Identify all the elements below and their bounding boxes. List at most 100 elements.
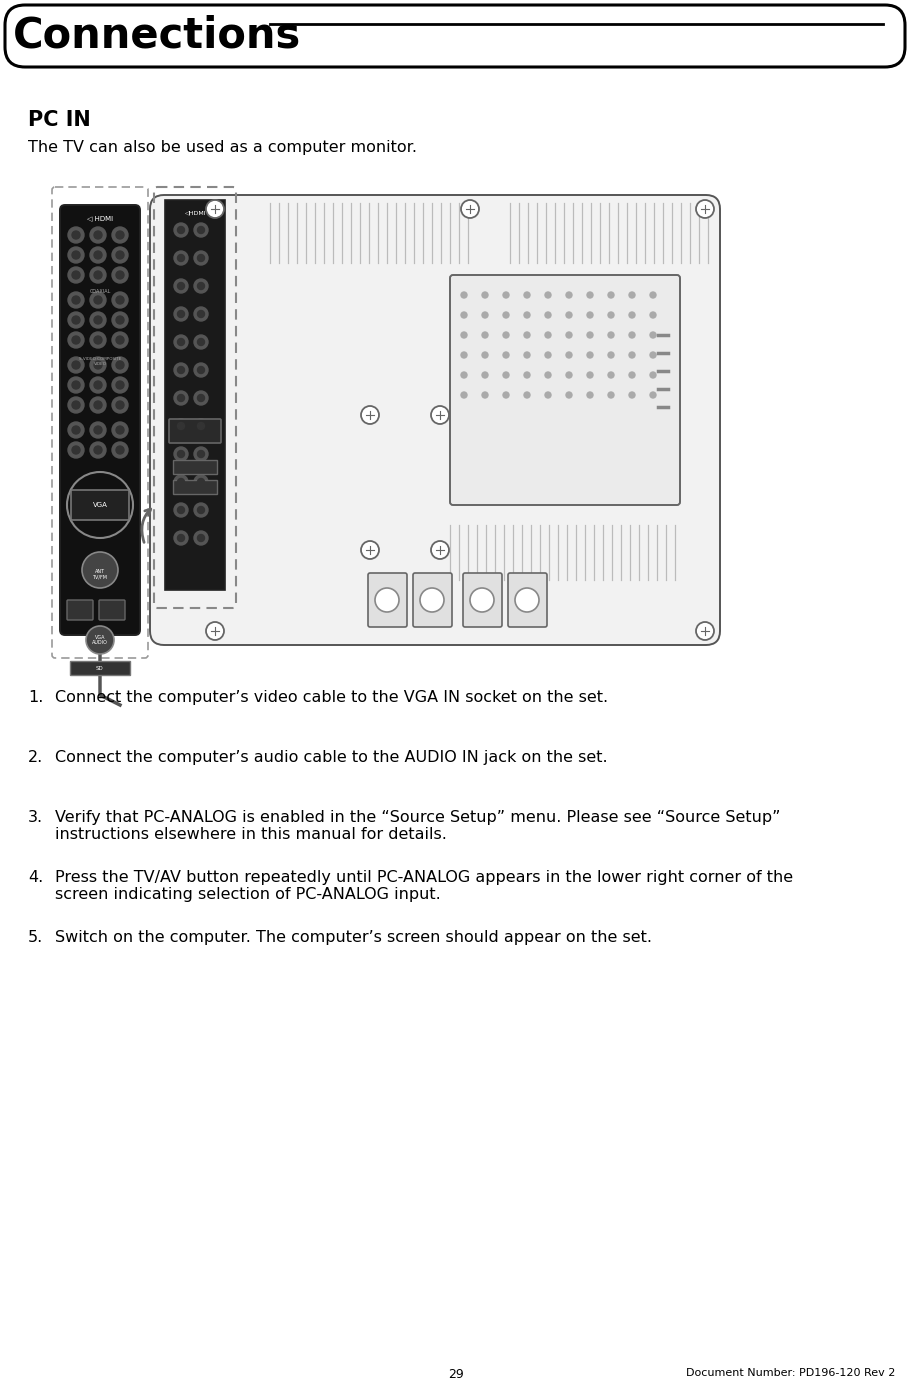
Circle shape xyxy=(461,293,467,298)
Circle shape xyxy=(629,332,635,338)
Circle shape xyxy=(90,293,106,308)
Circle shape xyxy=(194,419,208,433)
FancyBboxPatch shape xyxy=(60,205,140,635)
Text: 5.: 5. xyxy=(28,931,43,944)
Circle shape xyxy=(116,446,124,454)
Circle shape xyxy=(650,312,656,318)
Circle shape xyxy=(206,201,224,217)
Circle shape xyxy=(94,361,102,369)
Text: 1.: 1. xyxy=(28,690,44,705)
Circle shape xyxy=(197,535,205,542)
FancyBboxPatch shape xyxy=(99,600,125,620)
Circle shape xyxy=(112,397,128,412)
Circle shape xyxy=(197,394,205,401)
Text: Press the TV/AV button repeatedly until PC-ANALOG appears in the lower right cor: Press the TV/AV button repeatedly until … xyxy=(55,871,793,903)
Circle shape xyxy=(197,338,205,345)
Circle shape xyxy=(482,391,488,398)
Circle shape xyxy=(94,231,102,240)
Circle shape xyxy=(94,251,102,259)
Circle shape xyxy=(177,311,184,318)
Text: ANT
TV/FM: ANT TV/FM xyxy=(92,568,108,579)
Circle shape xyxy=(194,447,208,461)
Circle shape xyxy=(90,227,106,242)
Circle shape xyxy=(177,394,184,401)
Circle shape xyxy=(197,311,205,318)
Text: ◁ HDMI: ◁ HDMI xyxy=(87,215,113,221)
Circle shape xyxy=(629,293,635,298)
Circle shape xyxy=(194,531,208,545)
Circle shape xyxy=(174,391,188,405)
Circle shape xyxy=(503,293,509,298)
Circle shape xyxy=(461,201,479,217)
Circle shape xyxy=(194,364,208,378)
Circle shape xyxy=(650,391,656,398)
Circle shape xyxy=(116,272,124,279)
Circle shape xyxy=(177,255,184,262)
Circle shape xyxy=(608,391,614,398)
Circle shape xyxy=(177,227,184,234)
Circle shape xyxy=(545,352,551,358)
Circle shape xyxy=(545,293,551,298)
Circle shape xyxy=(177,283,184,290)
Text: COAXIAL: COAXIAL xyxy=(89,288,110,294)
Circle shape xyxy=(524,312,530,318)
Circle shape xyxy=(650,352,656,358)
Circle shape xyxy=(112,227,128,242)
Circle shape xyxy=(545,372,551,378)
Circle shape xyxy=(482,332,488,338)
Circle shape xyxy=(361,405,379,423)
Text: Connections: Connections xyxy=(13,15,301,57)
Circle shape xyxy=(72,361,80,369)
Circle shape xyxy=(461,312,467,318)
Text: ◁HDMI: ◁HDMI xyxy=(184,210,205,215)
Circle shape xyxy=(197,255,205,262)
Circle shape xyxy=(90,442,106,458)
Circle shape xyxy=(72,231,80,240)
Circle shape xyxy=(650,372,656,378)
Circle shape xyxy=(503,372,509,378)
Circle shape xyxy=(86,625,114,653)
Text: 2.: 2. xyxy=(28,749,43,765)
Circle shape xyxy=(431,405,449,423)
Circle shape xyxy=(112,293,128,308)
Circle shape xyxy=(112,378,128,393)
Circle shape xyxy=(68,247,84,263)
FancyBboxPatch shape xyxy=(463,573,502,627)
Circle shape xyxy=(72,382,80,389)
Circle shape xyxy=(461,332,467,338)
FancyBboxPatch shape xyxy=(413,573,452,627)
Circle shape xyxy=(90,247,106,263)
Circle shape xyxy=(72,272,80,279)
FancyBboxPatch shape xyxy=(70,662,130,676)
Circle shape xyxy=(68,227,84,242)
Circle shape xyxy=(116,251,124,259)
Circle shape xyxy=(116,382,124,389)
Circle shape xyxy=(566,372,572,378)
Circle shape xyxy=(90,422,106,437)
Circle shape xyxy=(206,623,224,639)
Circle shape xyxy=(587,293,593,298)
Circle shape xyxy=(72,251,80,259)
Circle shape xyxy=(174,251,188,265)
Circle shape xyxy=(72,316,80,325)
Circle shape xyxy=(197,366,205,373)
Text: S-VIDEO COMPOSITE
VIDEO: S-VIDEO COMPOSITE VIDEO xyxy=(79,357,121,366)
Circle shape xyxy=(177,366,184,373)
Text: Connect the computer’s video cable to the VGA IN socket on the set.: Connect the computer’s video cable to th… xyxy=(55,690,608,705)
Circle shape xyxy=(524,332,530,338)
Text: Document Number: PD196-120 Rev 2: Document Number: PD196-120 Rev 2 xyxy=(686,1368,895,1378)
Circle shape xyxy=(68,293,84,308)
Circle shape xyxy=(94,401,102,410)
FancyBboxPatch shape xyxy=(71,490,129,520)
Circle shape xyxy=(68,422,84,437)
Circle shape xyxy=(545,312,551,318)
Circle shape xyxy=(94,446,102,454)
Circle shape xyxy=(545,332,551,338)
Circle shape xyxy=(177,422,184,429)
Circle shape xyxy=(116,295,124,304)
Circle shape xyxy=(461,372,467,378)
Circle shape xyxy=(112,267,128,283)
Circle shape xyxy=(524,293,530,298)
Text: 29: 29 xyxy=(448,1368,464,1380)
Circle shape xyxy=(177,507,184,514)
